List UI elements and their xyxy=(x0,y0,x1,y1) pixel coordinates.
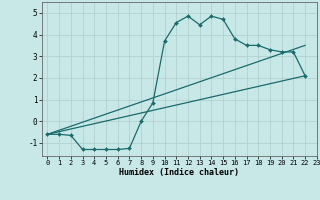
X-axis label: Humidex (Indice chaleur): Humidex (Indice chaleur) xyxy=(119,168,239,177)
